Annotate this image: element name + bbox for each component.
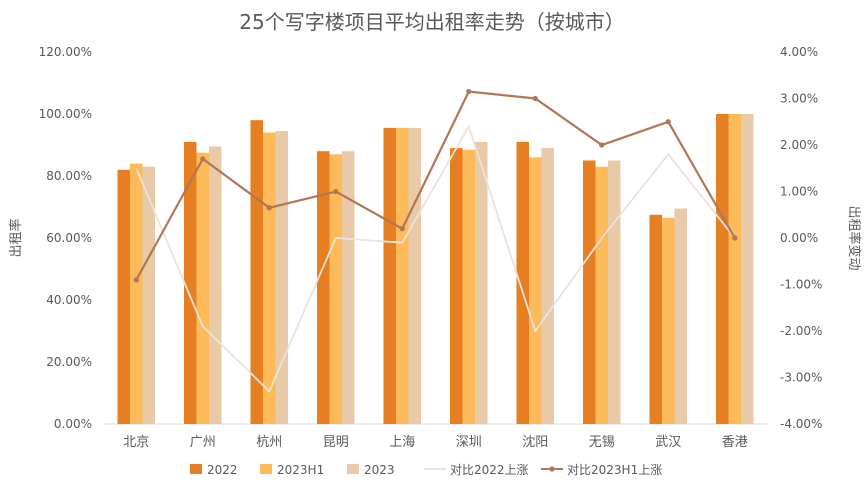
y-tick-label: 60.00% (46, 231, 92, 245)
y-tick-label: 40.00% (46, 293, 92, 307)
y-tick-label: 120.00% (39, 45, 92, 59)
y2-tick-label: 4.00% (780, 45, 818, 59)
bar-2022 (184, 141, 197, 424)
legend-swatch-2023H1 (260, 464, 272, 474)
x-tick-label: 昆明 (323, 435, 349, 450)
bar-2023 (342, 151, 355, 424)
bar-2023 (541, 148, 554, 424)
point-对比2023H1上涨 (532, 95, 538, 102)
bar-2023 (674, 208, 687, 424)
bar-2022 (317, 151, 330, 424)
point-对比2023H1上涨 (333, 188, 339, 195)
bar-2022 (383, 127, 396, 424)
bar-2023H1 (662, 217, 675, 424)
legend: 2022 2023H1 2023 对比2022上涨 对比2023H1上涨 (190, 462, 662, 477)
bar-2022 (716, 114, 729, 424)
legend-label: 2023H1 (277, 463, 324, 477)
y-tick-label: 80.00% (46, 169, 92, 183)
point-对比2023H1上涨 (599, 142, 605, 148)
bar-2022 (649, 214, 662, 424)
bar-2023H1 (196, 152, 209, 424)
line-对比2022上涨 (135, 124, 736, 393)
bar-2023 (741, 114, 754, 424)
y2-tick-label: -4.00% (780, 417, 822, 431)
bar-2023H1 (529, 157, 542, 424)
y2-tick-label: 3.00% (780, 92, 818, 106)
line-对比2023H1上涨 (135, 90, 736, 281)
point-对比2023H1上涨 (665, 119, 671, 125)
bar-2023 (475, 141, 488, 424)
bar-2022 (450, 148, 463, 424)
bar-2022 (583, 160, 596, 424)
x-tick-label: 杭州 (256, 435, 282, 450)
y2-axis-label: 出租率变动 (846, 205, 862, 270)
bar-2023H1 (329, 154, 342, 425)
chart-title: 25个写字楼项目平均出租率走势（按城市） (239, 10, 624, 34)
y2-tick-label: 2.00% (780, 138, 818, 152)
legend-label: 2022 (207, 463, 238, 477)
x-tick-label: 深圳 (456, 435, 482, 450)
x-tick-label: 广州 (190, 435, 216, 450)
x-axis-ticks: 北京 广州 杭州 昆明 上海 深圳 沈阳 无锡 武汉 香港 (123, 435, 748, 450)
point-对比2023H1上涨 (200, 156, 206, 162)
bar-2023 (142, 166, 155, 424)
y2-axis-ticks: -4.00% -3.00% -2.00% -1.00% 0.00% 1.00% 2.00% 3… (780, 45, 822, 431)
bar-2023 (209, 146, 222, 425)
bar-2023 (408, 127, 421, 424)
x-tick-label: 上海 (389, 435, 415, 450)
bar-2023 (275, 131, 288, 425)
legend-swatch-2022 (190, 464, 202, 474)
bar-2023H1 (462, 149, 475, 424)
x-tick-label: 沈阳 (522, 435, 548, 450)
bar-2022 (516, 141, 529, 424)
bar-2023H1 (130, 163, 143, 424)
point-对比2023H1上涨 (466, 88, 472, 95)
y2-tick-label: -2.00% (780, 324, 822, 338)
legend-label: 对比2023H1上涨 (567, 462, 662, 477)
bar-2023 (608, 160, 621, 424)
y2-tick-label: -1.00% (780, 278, 822, 292)
legend-marker (549, 466, 555, 472)
x-tick-label: 北京 (123, 435, 149, 450)
bar-2023H1 (595, 166, 608, 424)
y-axis-ticks: 0.00% 20.00% 40.00% 60.00% 80.00% 100.00% 120.… (39, 45, 92, 431)
y2-tick-label: 1.00% (780, 185, 818, 199)
legend-label: 2023 (364, 463, 395, 477)
y2-tick-label: 0.00% (780, 231, 818, 245)
bars-group (117, 114, 754, 425)
lines-group (133, 88, 738, 393)
x-tick-label: 无锡 (589, 435, 615, 450)
point-对比2023H1上涨 (732, 235, 738, 241)
legend-label: 对比2022上涨 (450, 462, 529, 477)
y-axis-label: 出租率 (8, 218, 24, 257)
bar-2023H1 (396, 127, 409, 424)
legend-swatch-2023 (347, 464, 359, 474)
y-tick-label: 20.00% (46, 355, 92, 369)
x-tick-label: 香港 (722, 435, 748, 450)
bar-2023H1 (728, 114, 741, 424)
y2-tick-label: -3.00% (780, 371, 822, 385)
y-tick-label: 100.00% (39, 107, 92, 121)
point-对比2023H1上涨 (399, 226, 405, 232)
x-tick-label: 武汉 (655, 435, 681, 450)
y-tick-label: 0.00% (54, 417, 92, 431)
point-对比2023H1上涨 (133, 277, 139, 283)
bar-2022 (117, 169, 130, 424)
point-对比2023H1上涨 (266, 205, 272, 211)
